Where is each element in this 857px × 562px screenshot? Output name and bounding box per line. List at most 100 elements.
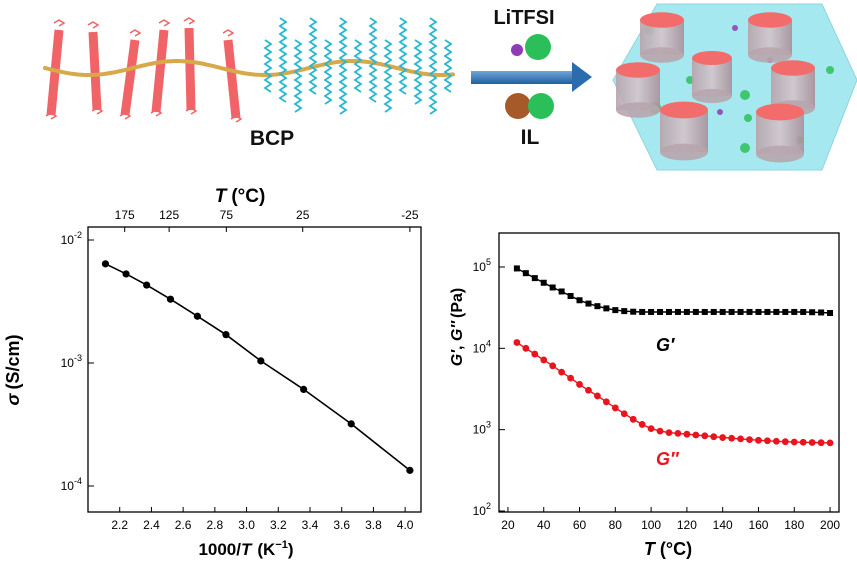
conductivity-chart: 2.2 2.4 2.6 2.8 3.0 3.2 3.4 3.6 3.8 4.0 175 125 75 2… — [3, 186, 422, 559]
data-point — [710, 308, 717, 315]
data-point — [799, 438, 807, 446]
data-point — [692, 308, 699, 315]
data-point — [764, 308, 771, 315]
data-point — [683, 430, 691, 438]
x-tick-label: 4.0 — [397, 518, 414, 532]
plot-frame — [498, 232, 840, 513]
ion-particle — [732, 25, 738, 31]
y-axis-ticks: 10-2 10-3 10-4 — [61, 230, 94, 493]
il-cation-icon — [505, 93, 531, 119]
data-point — [728, 434, 736, 442]
hexagonal-morphology — [612, 3, 857, 171]
x-tick-label: 200 — [820, 518, 840, 532]
data-point — [558, 368, 566, 376]
rigid-block — [150, 19, 171, 117]
data-point — [648, 308, 655, 315]
brush-chain — [368, 17, 378, 103]
y-tick-label: 102 — [473, 501, 491, 518]
data-point — [710, 433, 718, 441]
x-tick-label: 2.2 — [111, 518, 128, 532]
data-points — [101, 260, 414, 474]
brush-chain — [308, 17, 318, 95]
data-point — [522, 270, 529, 277]
rigid-block — [222, 29, 243, 123]
data-point — [611, 404, 619, 412]
y-tick-label: 105 — [473, 257, 491, 274]
data-point — [558, 288, 565, 295]
data-point — [594, 303, 601, 310]
data-point — [746, 308, 753, 315]
salt-label: LiTFSI — [493, 7, 554, 29]
x-tick-label: 100 — [641, 518, 661, 532]
ion-particle — [744, 114, 752, 122]
brush-chain — [398, 17, 408, 95]
top-tick-label: -25 — [401, 208, 419, 222]
data-point — [585, 300, 592, 307]
g-double-prime-line — [516, 341, 831, 444]
top-tick-label: 175 — [115, 208, 135, 222]
x-tick-label: 180 — [784, 518, 804, 532]
x-axis-ticks: 20 40 60 80 100 120 140 160 180 200 — [501, 507, 840, 532]
data-point — [639, 308, 646, 315]
x-tick-label: 3.2 — [270, 518, 287, 532]
top-axis-ticks: 175 125 75 25 -25 — [115, 208, 419, 232]
y-axis-label: σ(S/cm) — [3, 335, 23, 406]
data-point — [257, 357, 265, 365]
cylinder-domain — [756, 103, 804, 163]
cylinder-domain — [748, 12, 792, 63]
cylinder-domains — [616, 12, 815, 163]
il-label: IL — [521, 126, 540, 149]
data-point — [576, 381, 583, 388]
x-axis-label: T (°C) — [644, 539, 692, 559]
data-point — [549, 284, 556, 291]
data-point — [746, 436, 753, 443]
cylinder-domain — [660, 101, 708, 161]
data-point — [719, 434, 727, 441]
data-point — [791, 308, 798, 315]
x-tick-label: 3.0 — [238, 518, 255, 532]
data-point — [818, 309, 825, 316]
x-tick-label: 120 — [677, 518, 697, 532]
data-point — [772, 437, 780, 445]
brush-chain — [323, 39, 333, 105]
ion-particle — [717, 109, 723, 115]
data-point — [300, 385, 308, 394]
data-point — [585, 386, 592, 394]
data-point — [674, 429, 682, 437]
data-point — [755, 308, 762, 315]
brush-chain — [428, 17, 438, 115]
brush-chain — [443, 39, 453, 93]
y-tick-label: 10-3 — [61, 353, 82, 370]
data-point — [781, 438, 789, 446]
data-point — [808, 439, 816, 446]
data-point — [166, 295, 175, 303]
modulus-chart: 20 40 60 80 100 120 140 160 180 200 105104103102 … — [449, 232, 840, 559]
x-axis-label: 1000/T (K−1) — [198, 539, 293, 559]
data-point — [576, 297, 583, 304]
data-point — [603, 305, 610, 312]
y-tick-label: 10-4 — [61, 476, 82, 493]
data-point — [701, 308, 708, 315]
tfsi-anion-icon — [525, 34, 551, 60]
top-tick-label: 75 — [220, 208, 234, 222]
data-point — [701, 432, 709, 440]
rigid-blocks — [45, 17, 243, 123]
g-prime-points — [513, 265, 834, 316]
y-tick-label: 10-2 — [61, 230, 82, 247]
data-point — [817, 439, 825, 447]
x-tick-label: 140 — [713, 518, 733, 532]
x-tick-label: 40 — [537, 518, 551, 532]
x-tick-label: 2.8 — [207, 518, 224, 532]
data-point — [143, 281, 151, 289]
brush-chain — [383, 39, 393, 113]
data-point — [647, 425, 655, 433]
rigid-block — [45, 19, 66, 120]
bcp-label: BCP — [250, 127, 294, 150]
top-tick-label: 25 — [296, 208, 310, 222]
data-point — [620, 410, 628, 418]
data-point — [657, 308, 664, 315]
data-point — [513, 265, 520, 272]
polymer-backbone — [43, 59, 455, 77]
x-tick-label: 160 — [748, 518, 768, 532]
x-tick-label: 3.4 — [302, 518, 319, 532]
